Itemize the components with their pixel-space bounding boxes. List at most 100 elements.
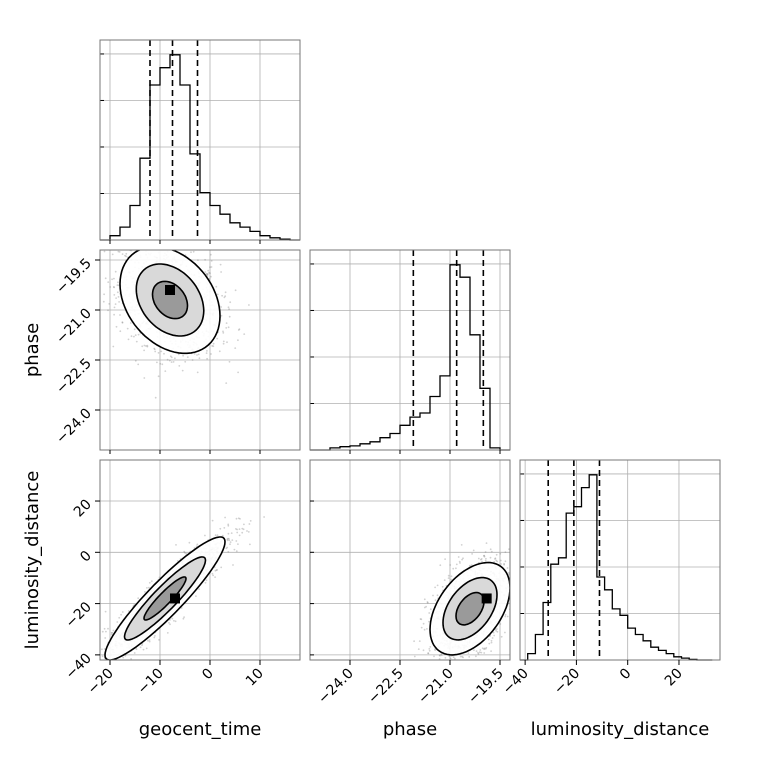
sample-point [491,637,494,639]
sample-point [496,560,499,563]
sample-point [473,649,475,651]
sample-point [225,547,228,550]
sample-point [483,555,486,558]
sample-point [422,649,425,652]
sample-point [425,605,427,608]
scatter-panel-geocent_time-vs-luminosity_distance [91,459,301,670]
sample-point [211,572,214,575]
sample-point [122,656,125,659]
sample-point [186,356,189,358]
sample-point [169,623,171,626]
sample-point [205,273,208,276]
sample-point [462,557,464,560]
sample-point [168,359,171,362]
sample-point [133,328,136,331]
sample-point [153,636,156,639]
sample-point [237,339,239,342]
sample-point [225,327,228,329]
sample-point [147,639,149,642]
sample-point [124,654,127,657]
sample-point [185,552,188,555]
sample-point [447,577,450,579]
sample-point [168,241,170,243]
sample-point [119,330,122,333]
sample-point [95,659,97,661]
x-tick-label-luminosity_distance: 20 [662,666,686,690]
sample-point [496,628,498,630]
sample-point [92,668,94,670]
sample-point [158,576,161,579]
sample-point [177,236,179,238]
sample-point [433,655,435,658]
sample-point [163,236,165,238]
sample-point [120,662,122,664]
sample-point [249,543,251,546]
sample-point [181,369,184,372]
sample-point [229,543,231,546]
sample-point [231,539,234,541]
sample-point [414,661,416,663]
sample-point [520,644,522,646]
sample-point [198,588,201,590]
sample-point [529,564,531,566]
sample-point [479,649,482,651]
sample-point [145,647,148,650]
sample-point [500,635,503,638]
sample-point [499,623,502,625]
sample-point [504,613,507,616]
sample-point [237,543,239,545]
sample-point [103,293,105,296]
sample-point [135,648,138,651]
sample-point [153,231,155,233]
sample-point [215,285,218,288]
sample-point [220,566,223,569]
sample-point [483,648,485,651]
sample-point [518,555,520,557]
sample-point [514,604,516,606]
sample-point [140,229,142,231]
sample-point [227,524,230,527]
sample-point [183,551,186,554]
sample-point [146,587,148,589]
scatter-panel-geocent_time-vs-phase [99,224,301,451]
sample-point [517,575,519,577]
sample-point [238,534,241,537]
sample-point [489,556,492,559]
sample-point [428,648,431,650]
sample-point [193,353,196,355]
sample-point [169,355,172,358]
sample-point [133,652,136,654]
sample-point [232,564,234,566]
sample-point [118,616,121,619]
sample-point [166,358,169,361]
sample-point [132,224,134,226]
sample-point [426,628,428,630]
sample-point [96,663,98,665]
sample-point [434,648,436,650]
sample-point [206,273,209,276]
sample-point [146,344,149,347]
sample-point [227,326,230,329]
sample-point [224,516,227,519]
sample-point [239,518,241,520]
sample-point [93,656,95,658]
sample-point [91,645,93,647]
sample-point [227,537,230,540]
sample-point [423,628,426,631]
panels: −20 −10 0 10 −24.0 −22.5 −21.0 −19.5−40 −20 0 20−2… [53,39,721,708]
sample-point [477,557,480,560]
sample-point [170,356,173,359]
sample-point [206,350,208,352]
x-tick-label-geocent_time: −20 [85,666,117,698]
sample-point [119,664,121,666]
sample-point [432,594,434,597]
sample-point [225,382,228,384]
sample-point [513,561,515,563]
sample-point [209,272,211,275]
sample-point [517,613,519,615]
sample-point [426,601,429,604]
sample-point [114,270,117,273]
x-tick-label-phase: −21.0 [415,666,457,708]
sample-point [429,646,432,648]
